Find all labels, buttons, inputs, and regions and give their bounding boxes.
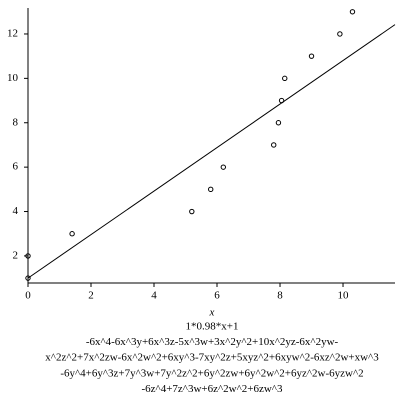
data-point — [308, 53, 315, 59]
data-point — [282, 75, 288, 82]
data-point — [271, 142, 277, 148]
caption-line: -6z^4+7z^3w+6z^2w^2+6zw^3 — [142, 383, 283, 395]
data-point — [25, 253, 31, 259]
y-tick-label: 8 — [13, 116, 19, 128]
caption-line: 1*0.98*x+1 — [186, 321, 239, 333]
data-point — [25, 275, 31, 281]
x-tick-label: 2 — [88, 290, 94, 302]
y-tick-label: 4 — [13, 205, 19, 217]
data-point — [208, 186, 214, 193]
y-tick-label: 6 — [13, 161, 19, 173]
data-point — [189, 208, 195, 215]
x-tick-label: 10 — [338, 290, 350, 302]
y-tick-label: 12 — [7, 27, 18, 39]
data-point — [275, 120, 282, 126]
x-tick-label: 8 — [277, 290, 283, 302]
data-point — [349, 9, 356, 15]
caption-line: -6x^4-6x^3y+6x^3z-5x^3w+3x^2y^2+10x^2yz-… — [86, 336, 339, 348]
x-axis-label: x — [209, 307, 215, 319]
fit-line — [27, 24, 396, 279]
y-tick-label: 2 — [13, 249, 19, 261]
data-point — [337, 31, 343, 37]
caption-line: -6y^4+6y^3z+7y^3w+7y^2z^2+6y^2zw+6y^2w^2… — [60, 367, 363, 379]
data-point — [69, 231, 75, 237]
caption-line: x^2z^2+7x^2zw-6x^2w^2+6xy^3-7xy^2z+5xyz^… — [45, 352, 379, 364]
x-tick-label: 0 — [25, 290, 31, 302]
data-point — [220, 164, 227, 170]
x-tick-label: 4 — [151, 290, 157, 302]
x-tick-label: 6 — [214, 290, 220, 302]
y-tick-label: 10 — [7, 72, 19, 84]
